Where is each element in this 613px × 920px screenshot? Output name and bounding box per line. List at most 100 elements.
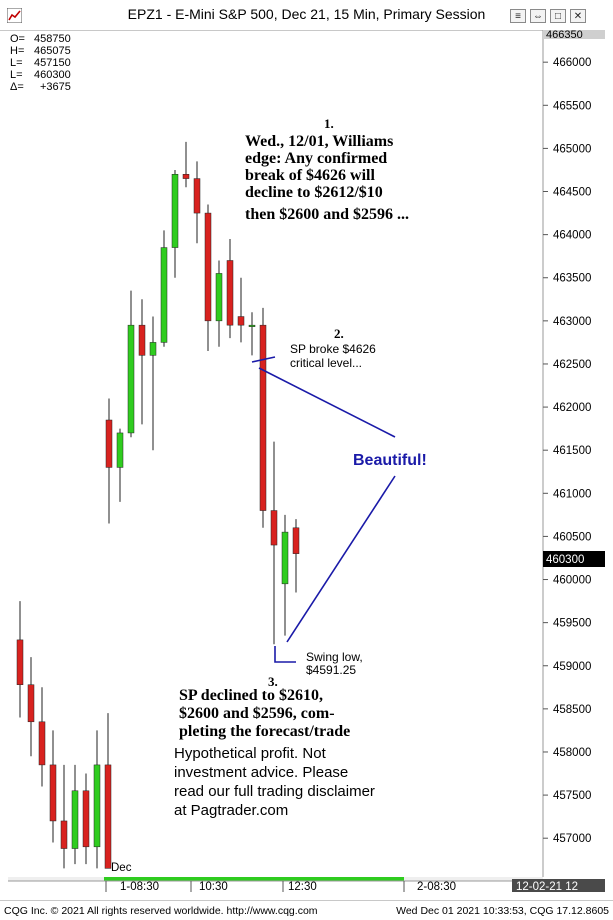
candle-body bbox=[281, 531, 289, 585]
x-label-1-0830: 1-08:30 bbox=[120, 881, 159, 893]
candle bbox=[193, 161, 201, 244]
candle bbox=[60, 764, 68, 869]
x-label-1030: 10:30 bbox=[199, 881, 228, 893]
x-label-dec: Dec bbox=[111, 862, 132, 874]
swing-low-pointer bbox=[274, 646, 296, 663]
candle-body bbox=[71, 790, 79, 849]
ohlc-change-value: +3675 bbox=[40, 81, 71, 93]
x-label-current: 12-02-21 12 bbox=[516, 881, 578, 893]
y-tick-label: 464000 bbox=[553, 230, 591, 242]
candle-body bbox=[237, 316, 245, 326]
y-tick-label: 465000 bbox=[553, 143, 591, 155]
session-strip bbox=[104, 877, 404, 881]
pointer-line-2 bbox=[251, 356, 276, 363]
note-2-line-1: SP broke $4626 bbox=[290, 342, 376, 356]
candle-body bbox=[292, 527, 300, 554]
candle bbox=[38, 687, 46, 787]
candle bbox=[215, 260, 223, 347]
note-3-line-3: pleting the forecast/trade bbox=[179, 723, 350, 740]
note-1-line-1: Wed., 12/01, Williams bbox=[245, 133, 393, 150]
x-label-1230: 12:30 bbox=[288, 881, 317, 893]
annotation-lines bbox=[251, 356, 396, 663]
candle bbox=[171, 169, 179, 278]
candle bbox=[259, 307, 267, 528]
swing-low-line-2: $4591.25 bbox=[306, 663, 356, 677]
status-footer: CQG Inc. © 2021 All rights reserved worl… bbox=[0, 900, 613, 920]
time-axis[interactable] bbox=[0, 877, 613, 900]
beautiful-label: Beautiful! bbox=[353, 452, 427, 469]
app-icon bbox=[7, 8, 22, 23]
candle bbox=[182, 141, 190, 188]
ohlc-low-key: L= bbox=[10, 57, 23, 69]
candle-body bbox=[226, 260, 234, 326]
candlestick-chart[interactable]: 466000 465500 465000 464500 464000 463500 4630… bbox=[0, 30, 613, 900]
disclaimer-line-3: read our full trading disclaimer bbox=[174, 783, 375, 800]
note-1-line-3: break of $4626 will bbox=[245, 167, 375, 184]
candle bbox=[149, 316, 157, 451]
note-1-number: 1. bbox=[324, 116, 334, 131]
close-button[interactable]: ✕ bbox=[570, 9, 586, 23]
candle bbox=[104, 713, 112, 869]
candles-layer bbox=[16, 141, 300, 869]
candle-body bbox=[259, 324, 267, 511]
candle bbox=[281, 514, 289, 636]
candle-body bbox=[27, 684, 35, 723]
y-tick-label: 464500 bbox=[553, 187, 591, 199]
last-price-box bbox=[543, 551, 605, 567]
disclaimer-line-2: investment advice. Please bbox=[174, 764, 348, 781]
candle-body bbox=[38, 721, 46, 766]
top-tick-label: 466350 bbox=[546, 30, 583, 41]
candle-body bbox=[270, 510, 278, 546]
y-tick-label: 459000 bbox=[553, 661, 591, 673]
candle-body bbox=[182, 174, 190, 179]
candle bbox=[82, 773, 90, 865]
candle bbox=[204, 204, 212, 352]
maximize-button[interactable]: □ bbox=[550, 9, 566, 23]
last-price-label: 460300 bbox=[546, 554, 584, 566]
menu-button[interactable]: ≡ bbox=[510, 9, 526, 23]
ohlc-open-value: 458750 bbox=[34, 33, 71, 45]
y-tick-label: 465500 bbox=[553, 100, 591, 112]
candle-body bbox=[215, 273, 223, 322]
candle-body bbox=[248, 324, 256, 327]
candle bbox=[71, 764, 79, 865]
candle-body bbox=[82, 790, 90, 848]
y-tick-label: 461000 bbox=[553, 488, 591, 500]
y-tick-label: 459500 bbox=[553, 618, 591, 630]
y-tick-label: 460500 bbox=[553, 531, 591, 543]
candle-body bbox=[105, 419, 113, 468]
price-axis[interactable] bbox=[543, 30, 613, 877]
title-bar: EPZ1 - E-Mini S&P 500, Dec 21, 15 Min, P… bbox=[0, 0, 613, 31]
ohlc-high-key: H= bbox=[10, 45, 24, 57]
y-tick-label: 458000 bbox=[553, 747, 591, 759]
candle bbox=[93, 730, 101, 869]
candle bbox=[270, 441, 278, 645]
note-1-line-2: edge: Any confirmed bbox=[245, 150, 387, 167]
ohlc-last-value: 460300 bbox=[34, 69, 71, 81]
link-button[interactable]: ⇔ bbox=[530, 9, 546, 23]
y-tick-label: 463500 bbox=[553, 273, 591, 285]
ohlc-last-key: L= bbox=[10, 69, 23, 81]
candle-body bbox=[193, 178, 201, 214]
candle bbox=[16, 601, 24, 718]
candle-body bbox=[204, 212, 212, 322]
candle-body bbox=[171, 174, 179, 248]
candle-body bbox=[104, 764, 112, 869]
beautiful-line-lower bbox=[286, 475, 396, 643]
disclaimer-line-4: at Pagtrader.com bbox=[174, 802, 288, 819]
candle bbox=[138, 299, 146, 425]
ohlc-open-key: O= bbox=[10, 33, 25, 45]
note-3-line-1: SP declined to $2610, bbox=[179, 687, 323, 704]
copyright-text: CQG Inc. © 2021 All rights reserved worl… bbox=[4, 905, 318, 917]
candle-body bbox=[149, 342, 157, 356]
candle-body bbox=[60, 820, 68, 849]
candle bbox=[248, 312, 256, 356]
candle bbox=[160, 230, 168, 347]
note-2-number: 2. bbox=[334, 326, 344, 341]
y-tick-label: 462500 bbox=[553, 359, 591, 371]
candle bbox=[127, 290, 135, 438]
candle-body bbox=[160, 247, 168, 343]
candle-body bbox=[16, 639, 24, 685]
ohlc-readout: O= 458750 H= 465075 L= 457150 L= 460300 … bbox=[10, 33, 71, 93]
top-price-box bbox=[543, 30, 605, 39]
